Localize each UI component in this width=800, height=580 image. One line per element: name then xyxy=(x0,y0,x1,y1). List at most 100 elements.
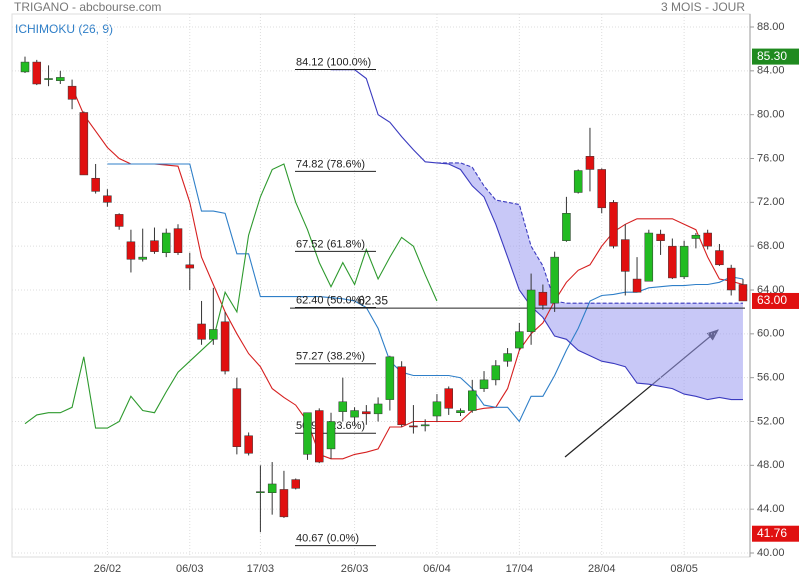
candle-body xyxy=(573,170,583,193)
candle-body xyxy=(597,169,606,209)
y-tick-label: 60.00 xyxy=(757,328,785,340)
y-tick-label: 64.00 xyxy=(757,284,785,296)
x-tick-label: 26/03 xyxy=(341,563,369,575)
x-tick-label: 06/04 xyxy=(423,563,451,575)
candle-body xyxy=(420,424,430,427)
indicator-line xyxy=(71,87,744,460)
candle-body xyxy=(220,321,230,372)
candle-body xyxy=(67,85,77,100)
candle-body xyxy=(373,403,383,415)
y-tick-label: 56.00 xyxy=(757,372,785,384)
x-tick-label: 08/05 xyxy=(670,563,698,575)
fib-label: 74.82 (78.6%) xyxy=(296,158,365,170)
candle-body xyxy=(703,232,712,247)
y-tick-label: 88.00 xyxy=(757,21,785,33)
support-label: 62.35 xyxy=(358,293,388,307)
y-tick-label: 68.00 xyxy=(757,240,785,252)
candle-body xyxy=(150,240,159,252)
fib-label: 40.67 (0.0%) xyxy=(296,533,359,545)
candle-body xyxy=(538,291,548,306)
fib-label: 67.52 (61.8%) xyxy=(296,238,365,250)
candle-body xyxy=(444,388,453,409)
indicator-label: ICHIMOKU (26, 9) xyxy=(15,22,113,36)
y-tick-label: 84.00 xyxy=(757,65,785,77)
candle-body xyxy=(185,264,195,269)
candle-body xyxy=(691,234,701,239)
price-badge xyxy=(752,292,799,309)
candle-body xyxy=(526,289,536,332)
fib-label: 84.12 (100.0%) xyxy=(296,56,371,68)
candle-body xyxy=(632,278,642,293)
candle-body xyxy=(267,483,277,493)
candle-body xyxy=(197,323,206,340)
candle-body xyxy=(656,233,665,241)
candle-body xyxy=(91,177,100,192)
candle-body xyxy=(726,267,736,291)
candle-body xyxy=(679,245,689,278)
chart-subtitle: 3 MOIS - JOUR xyxy=(661,0,745,14)
indicator-line xyxy=(24,163,438,429)
price-badge-label: 85.30 xyxy=(757,49,787,63)
candle-body xyxy=(715,250,724,266)
price-badge-label: 41.76 xyxy=(757,526,787,540)
candle-body xyxy=(114,214,124,227)
x-tick-label: 28/04 xyxy=(588,563,616,575)
candle-body xyxy=(315,410,324,463)
candle-body xyxy=(20,61,30,73)
price-badge xyxy=(752,48,799,65)
candle-body xyxy=(79,112,89,176)
candle-body xyxy=(244,435,253,454)
candle-body xyxy=(362,411,371,415)
candle-body xyxy=(126,241,136,260)
fib-label: 62.40 (50.0%) xyxy=(296,294,365,306)
candle-body xyxy=(326,421,336,450)
chart-title: TRIGANO - abcbourse.com xyxy=(14,0,161,14)
candle-body xyxy=(350,410,359,418)
candle-body xyxy=(503,353,512,362)
candle-body xyxy=(385,356,395,400)
y-tick-label: 80.00 xyxy=(757,109,785,121)
candle-body xyxy=(738,284,748,302)
candle-body xyxy=(397,366,406,426)
fib-label: 57.27 (38.2%) xyxy=(296,351,365,363)
x-tick-label: 17/03 xyxy=(247,563,275,575)
candle-body xyxy=(432,401,442,417)
y-tick-label: 52.00 xyxy=(757,415,785,427)
candle-body xyxy=(161,232,171,253)
candle-body xyxy=(338,401,348,412)
candle-body xyxy=(585,156,595,170)
candle-body xyxy=(209,329,218,340)
candle-body xyxy=(550,256,559,304)
candle-body xyxy=(409,425,418,428)
candle-body xyxy=(44,78,53,80)
price-badge xyxy=(752,525,799,542)
candle-body xyxy=(479,379,489,389)
y-tick-label: 40.00 xyxy=(757,547,785,559)
x-tick-label: 17/04 xyxy=(506,563,534,575)
candle-body xyxy=(138,256,147,260)
candle-body xyxy=(103,195,112,203)
price-badge-label: 63.00 xyxy=(757,293,787,307)
candle-body xyxy=(621,239,630,272)
candle-body xyxy=(562,213,571,241)
y-tick-label: 48.00 xyxy=(757,459,785,471)
candle-body xyxy=(279,489,289,518)
cloud xyxy=(436,162,743,400)
candle-body xyxy=(303,412,312,455)
x-tick-label: 06/03 xyxy=(176,563,204,575)
y-tick-label: 72.00 xyxy=(757,196,785,208)
y-tick-label: 76.00 xyxy=(757,152,785,164)
candle-body xyxy=(173,228,183,253)
candle-body xyxy=(291,479,300,489)
candle-body xyxy=(668,245,677,279)
candle-body xyxy=(468,390,477,411)
candle-body xyxy=(644,232,654,282)
candle-body xyxy=(515,331,524,349)
candle-body xyxy=(232,388,242,447)
x-tick-label: 26/02 xyxy=(94,563,122,575)
candle-body xyxy=(456,410,465,413)
candle-body xyxy=(32,61,42,85)
candle-body xyxy=(256,491,265,493)
